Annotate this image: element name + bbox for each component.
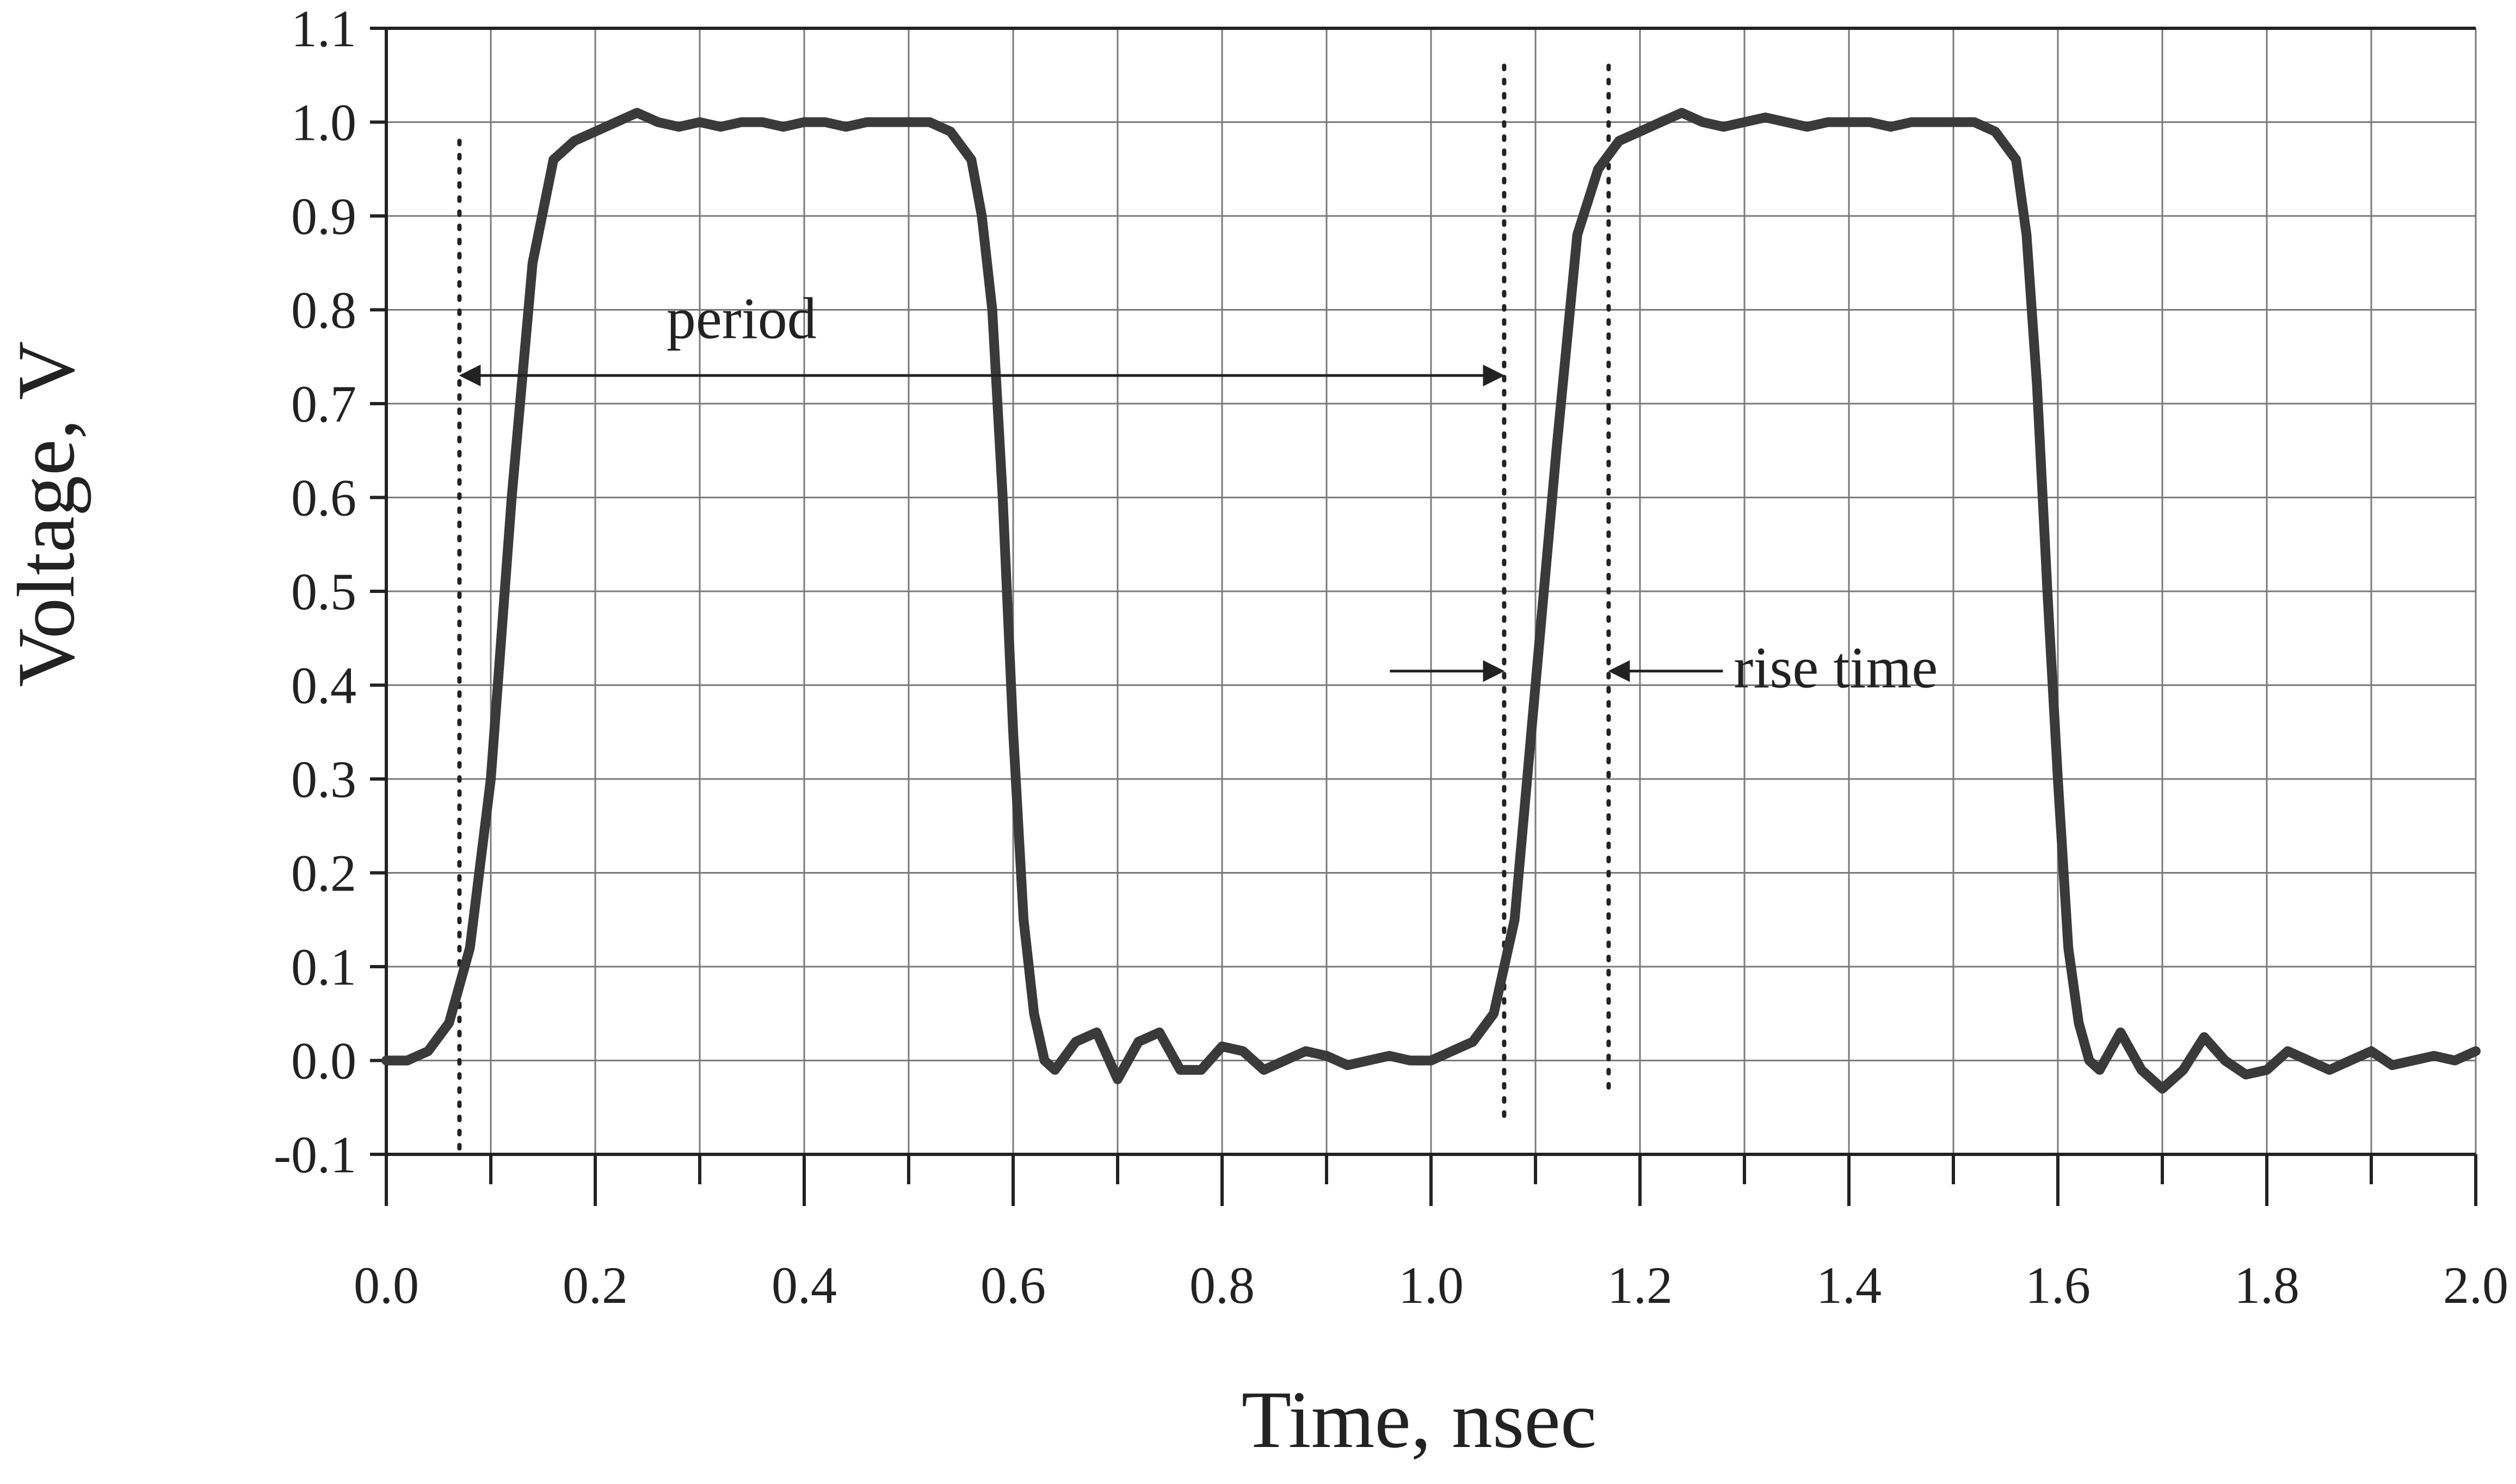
y-tick-label: 0.9 <box>291 187 356 245</box>
y-tick-label: 0.4 <box>291 657 356 715</box>
x-tick-label: 1.8 <box>2234 1256 2299 1314</box>
reference-markers <box>457 64 1611 1152</box>
rise-time-label: rise time <box>1734 636 1938 701</box>
y-tick-label: -0.1 <box>274 1126 356 1184</box>
y-tick-label: 0.0 <box>291 1032 356 1090</box>
series-group <box>381 108 2481 1094</box>
x-tick-label: 0.6 <box>980 1256 1046 1314</box>
y-tick-label: 1.0 <box>291 94 356 152</box>
y-tick-label: 1.1 <box>291 0 356 58</box>
x-tick-label: 0.8 <box>1189 1256 1255 1314</box>
x-axis-title: Time, nsec <box>1242 1375 1597 1465</box>
y-tick-label: 0.1 <box>291 938 356 996</box>
period-label: period <box>667 286 817 351</box>
x-axis-ticks: 0.0 0.2 0.4 0.6 0.8 1.0 1.2 1.4 1.6 1.8 2.0 <box>354 1154 2508 1314</box>
y-tick-label: 0.5 <box>291 562 356 621</box>
x-tick-label: 0.2 <box>563 1256 628 1314</box>
y-axis-ticks: -0.1 0.0 0.1 0.2 0.3 0.4 0.5 0.6 0.7 0.8 0.9 1.0 1.1 <box>274 0 386 1184</box>
y-tick-label: 0.2 <box>291 844 356 902</box>
x-tick-label: 0.4 <box>772 1256 837 1314</box>
annotations-group: period rise time <box>459 286 1938 701</box>
waveform-series-line <box>381 108 2481 1094</box>
x-tick-label: 1.0 <box>1398 1256 1464 1314</box>
x-tick-label: 1.4 <box>1816 1256 1882 1314</box>
y-tick-label: 0.7 <box>291 375 356 433</box>
y-axis-title: Voltage, V <box>1 341 91 687</box>
y-tick-label: 0.3 <box>291 750 356 808</box>
chart-grid <box>385 27 2477 1155</box>
y-tick-label: 0.6 <box>291 469 356 527</box>
x-tick-label: 0.0 <box>354 1256 419 1314</box>
x-tick-label: 1.2 <box>1607 1256 1673 1314</box>
y-tick-label: 0.8 <box>291 281 356 339</box>
x-tick-label: 2.0 <box>2443 1256 2508 1314</box>
x-tick-label: 1.6 <box>2025 1256 2090 1314</box>
